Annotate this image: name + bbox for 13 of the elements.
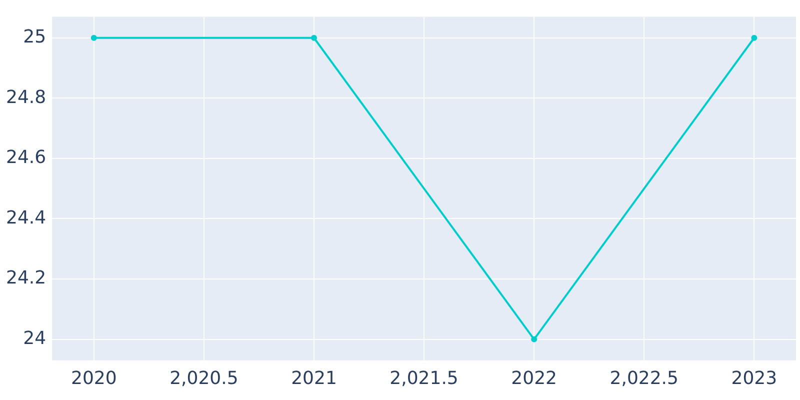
x-tick-label: 2023	[731, 368, 778, 389]
y-tick-label: 24.8	[6, 86, 46, 108]
x-tick-label: 2021	[291, 368, 337, 389]
y-tick-label: 25	[23, 26, 46, 48]
x-tick-label: 2022	[511, 368, 557, 389]
x-tick-label: 2,020.5	[170, 368, 238, 389]
y-tick-label: 24	[23, 328, 46, 349]
x-tick-label: 2020	[70, 368, 117, 389]
y-tick-label: 24.4	[6, 207, 46, 228]
x-tick-label: 2,021.5	[390, 368, 458, 389]
y-tick-label: 24.6	[6, 147, 46, 168]
x-tick-label: 2,022.5	[610, 368, 678, 389]
y-tick-label: 24.2	[6, 268, 46, 289]
